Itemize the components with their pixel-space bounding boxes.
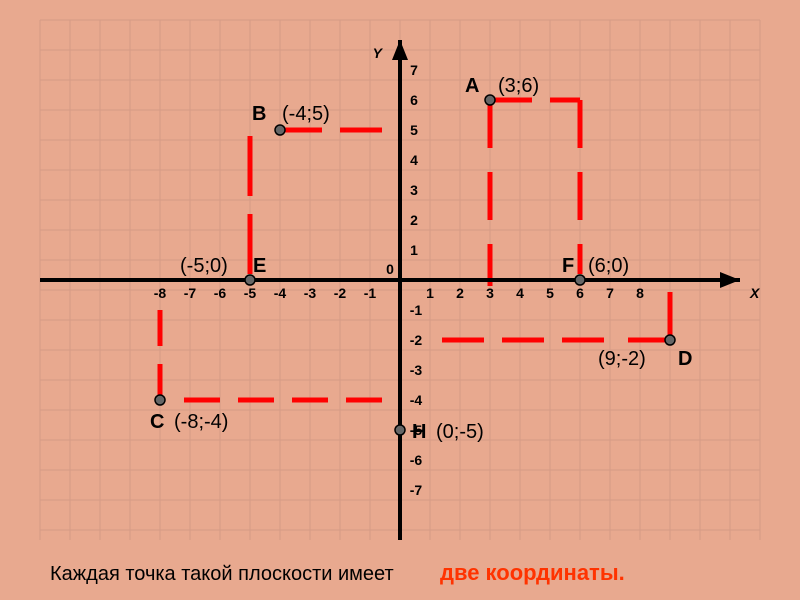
x-axis-label: X: [749, 285, 761, 301]
point-coord-b: (-4;5): [282, 103, 330, 125]
point-label-h: H: [412, 421, 426, 443]
x-tick-label: -5: [244, 285, 257, 301]
y-tick-label: -3: [410, 362, 423, 378]
footer-text: Каждая точка такой плоскости имеет: [50, 563, 394, 585]
y-tick-label: -4: [410, 392, 423, 408]
point-label-d: D: [678, 348, 692, 370]
x-tick-label: 4: [516, 285, 524, 301]
y-tick-label: 2: [410, 212, 418, 228]
point-label-e: E: [253, 255, 266, 277]
x-tick-label: -4: [274, 285, 287, 301]
point-a: [485, 95, 495, 105]
point-label-a: A: [465, 75, 479, 97]
point-c: [155, 395, 165, 405]
x-tick-label: 5: [546, 285, 554, 301]
x-tick-label: -7: [184, 285, 197, 301]
point-label-b: B: [252, 103, 266, 125]
point-label-f: F: [562, 255, 574, 277]
point-f: [575, 275, 585, 285]
point-coord-h: (0;-5): [436, 421, 484, 443]
y-tick-label: -7: [410, 482, 423, 498]
point-label-c: C: [150, 411, 164, 433]
x-tick-label: -2: [334, 285, 347, 301]
x-tick-label: -3: [304, 285, 317, 301]
coordinate-plane-slide: XY0-8-7-6-5-4-3-2-1123456781234567-1-2-3…: [0, 0, 800, 600]
origin-label: 0: [386, 261, 394, 277]
point-coord-c: (-8;-4): [174, 411, 228, 433]
point-b: [275, 125, 285, 135]
x-tick-label: -8: [154, 285, 167, 301]
footer-highlight: две координаты.: [440, 560, 625, 585]
point-coord-f: (6;0): [588, 255, 629, 277]
y-tick-label: 4: [410, 152, 418, 168]
y-tick-label: 5: [410, 122, 418, 138]
x-tick-label: 7: [606, 285, 614, 301]
x-tick-label: 6: [576, 285, 584, 301]
y-tick-label: 3: [410, 182, 418, 198]
y-tick-label: 7: [410, 62, 418, 78]
y-tick-label: 1: [410, 242, 418, 258]
x-tick-label: 1: [426, 285, 434, 301]
point-coord-e: (-5;0): [180, 255, 228, 277]
x-tick-label: 2: [456, 285, 464, 301]
y-tick-label: 6: [410, 92, 418, 108]
x-tick-label: -1: [364, 285, 377, 301]
x-tick-label: 3: [486, 285, 494, 301]
x-tick-label: 8: [636, 285, 644, 301]
x-tick-label: -6: [214, 285, 227, 301]
y-tick-label: -6: [410, 452, 423, 468]
y-tick-label: -2: [410, 332, 423, 348]
coordinate-svg: XY0-8-7-6-5-4-3-2-1123456781234567-1-2-3…: [0, 0, 800, 600]
y-tick-label: -1: [410, 302, 423, 318]
point-coord-d: (9;-2): [598, 348, 646, 370]
point-coord-a: (3;6): [498, 75, 539, 97]
point-h: [395, 425, 405, 435]
point-d: [665, 335, 675, 345]
